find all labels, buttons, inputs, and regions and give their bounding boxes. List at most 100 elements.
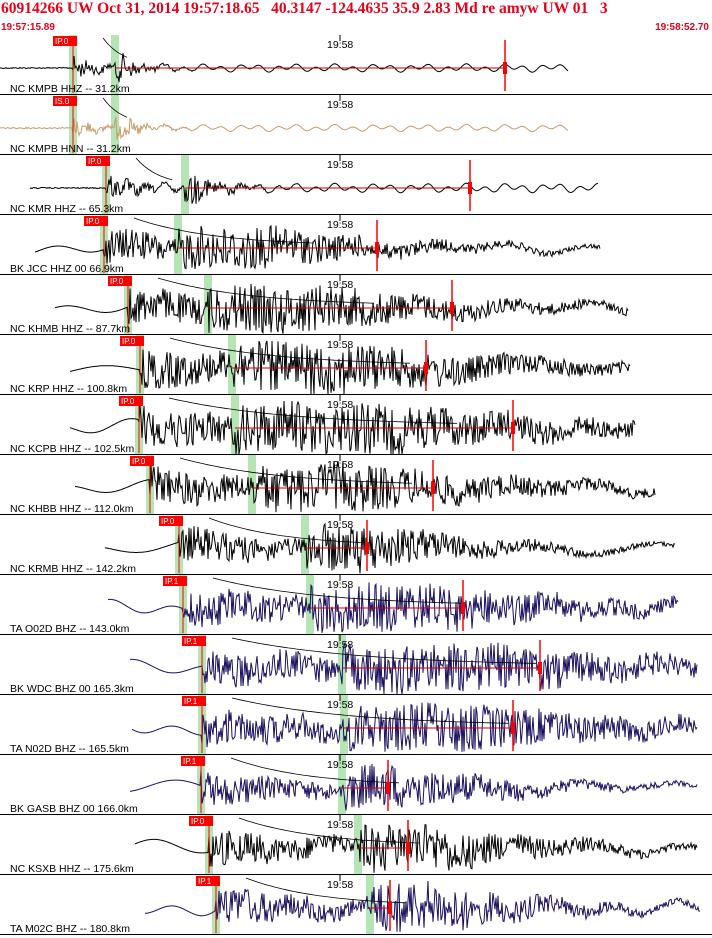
pick-label: IP.1 [183, 757, 197, 766]
s-pick-window[interactable] [228, 335, 236, 394]
waveform [29, 175, 599, 204]
seismogram-panel[interactable]: 19:58 IP.0 NC KMPB HHZ -- 31.2km 19:58 IS.0 N… [0, 35, 712, 938]
pick-label-box[interactable] [196, 876, 220, 886]
pick-label-box[interactable] [86, 156, 110, 166]
amplitude-pick-marker[interactable] [431, 482, 435, 494]
trace-row[interactable]: 19:58 IP.1 BK GASB BHZ 00 166.0km [0, 755, 712, 815]
station-label: NC KRMB HHZ -- 142.2km [10, 563, 136, 575]
trace-row[interactable]: 19:58 IP.1 TA N02D BHZ -- 165.5km [0, 695, 712, 755]
amplitude-pick-marker[interactable] [424, 362, 428, 374]
pick-label-box[interactable] [182, 696, 206, 706]
station-label: BK WDC BHZ 00 165.3km [10, 683, 134, 695]
trace-row[interactable]: 19:58 IP.0 NC KHMB HHZ -- 87.7km [0, 275, 712, 335]
trace-row[interactable]: 19:58 IP.0 NC KRP HHZ -- 100.8km [0, 335, 712, 395]
pick-label: IP.0 [191, 817, 205, 826]
s-pick-window[interactable] [111, 95, 119, 154]
pick-label: IP.0 [88, 157, 102, 166]
pick-label-box[interactable] [182, 636, 206, 646]
event-title: 60914266 UW Oct 31, 2014 19:57:18.65 40.… [1, 0, 608, 17]
s-pick-window[interactable] [301, 515, 309, 574]
amplitude-pick-marker[interactable] [450, 302, 454, 314]
coda-curve [208, 517, 370, 544]
pick-label-box[interactable] [159, 516, 183, 526]
station-label: BK GASB BHZ 00 166.0km [10, 803, 138, 815]
pick-label-box[interactable] [84, 216, 108, 226]
pick-label-box[interactable] [189, 816, 213, 826]
amplitude-pick-marker[interactable] [538, 662, 542, 674]
station-label: NC KMPB HNN -- 31.2km [10, 143, 131, 155]
waveform [134, 824, 698, 873]
station-label: BK JCC HHZ 00 66.9km [10, 263, 124, 275]
amplitude-pick-marker[interactable] [375, 242, 379, 254]
pick-label: IP.1 [198, 877, 212, 886]
pick-label-box[interactable] [119, 396, 143, 406]
pick-label-box[interactable] [163, 576, 187, 586]
trace-row[interactable]: 19:58 IP.0 NC KMPB HHZ -- 31.2km [0, 35, 712, 95]
waveform [104, 522, 676, 574]
trace-row[interactable]: 19:58 IP.0 NC KMR HHZ -- 65.3km [0, 155, 712, 215]
coda-curve [102, 97, 128, 118]
minute-label: 19:58 [327, 759, 353, 771]
pick-label-box[interactable] [120, 336, 144, 346]
waveform [69, 400, 636, 455]
trace-row[interactable]: 19:58 IP.1 TA O02D BHZ -- 143.0km [0, 575, 712, 635]
pick-label: IP.1 [184, 637, 198, 646]
pick-label: IP.1 [184, 697, 198, 706]
amplitude-pick-marker[interactable] [468, 182, 472, 194]
s-pick-window[interactable] [338, 635, 346, 694]
trace-row[interactable]: 19:58 IP.0 BK JCC HHZ 00 66.9km [0, 215, 712, 275]
s-pick-window[interactable] [340, 695, 348, 754]
s-pick-window[interactable] [181, 155, 189, 214]
coda-curve [102, 37, 128, 58]
start-time: 19:57:15.89 [1, 22, 55, 33]
coda-curve [169, 337, 411, 364]
station-label: NC KHBB HHZ -- 112.0km [10, 503, 134, 515]
coda-curve [133, 217, 315, 244]
end-time: 19:58:52.70 [655, 22, 709, 33]
amplitude-pick-marker[interactable] [386, 782, 390, 794]
waveform [0, 116, 569, 140]
s-pick-window[interactable] [366, 875, 374, 934]
trace-row[interactable]: 19:58 IP.1 BK WDC BHZ 00 165.3km [0, 635, 712, 695]
trace-row[interactable]: 19:58 IP.0 NC KRMB HHZ -- 142.2km [0, 515, 712, 575]
coda-curve [238, 817, 420, 844]
minute-label: 19:58 [327, 219, 353, 231]
s-pick-window[interactable] [338, 755, 346, 814]
minute-label: 19:58 [327, 879, 353, 891]
trace-row[interactable]: 19:58 IP.0 NC KCPB HHZ -- 102.5km [0, 395, 712, 455]
amplitude-pick-marker[interactable] [365, 542, 369, 554]
pick-label-box[interactable] [130, 456, 154, 466]
minute-label: 19:58 [327, 99, 353, 111]
amplitude-pick-marker[interactable] [511, 422, 515, 434]
coda-curve [135, 157, 173, 181]
trace-row[interactable]: 19:58 IP.1 TA M02C BHZ -- 180.8km [0, 875, 712, 935]
pick-label-box[interactable] [53, 36, 77, 46]
waveform [130, 641, 698, 695]
trace-row[interactable]: 19:58 IP.0 NC KSXB HHZ -- 175.6km [0, 815, 712, 875]
amplitude-pick-marker[interactable] [511, 722, 515, 734]
trace-row[interactable]: 19:58 IS.0 NC KMPB HNN -- 31.2km [0, 95, 712, 155]
minute-label: 19:58 [327, 579, 353, 591]
amplitude-pick-marker[interactable] [388, 902, 392, 914]
station-label: TA O02D BHZ -- 143.0km [10, 623, 130, 635]
amplitude-pick-marker[interactable] [406, 842, 410, 854]
coda-curve [245, 877, 407, 904]
s-pick-window[interactable] [231, 395, 239, 454]
coda-curve [230, 757, 400, 784]
pick-label-box[interactable] [108, 276, 132, 286]
s-pick-window[interactable] [354, 815, 362, 874]
coda-curve [157, 277, 375, 304]
pick-label-box[interactable] [181, 756, 205, 766]
pick-label: IP.0 [161, 517, 175, 526]
pick-label-box[interactable] [53, 96, 77, 106]
waveform [107, 582, 679, 633]
amplitude-pick-marker[interactable] [503, 62, 507, 74]
pick-label: IP.1 [165, 577, 179, 586]
station-label: NC KHMB HHZ -- 87.7km [10, 323, 130, 335]
waveform [74, 460, 656, 513]
coda-curve [231, 637, 536, 664]
amplitude-pick-marker[interactable] [461, 602, 465, 614]
station-label: NC KSXB HHZ -- 175.6km [10, 863, 134, 875]
minute-label: 19:58 [327, 519, 353, 531]
